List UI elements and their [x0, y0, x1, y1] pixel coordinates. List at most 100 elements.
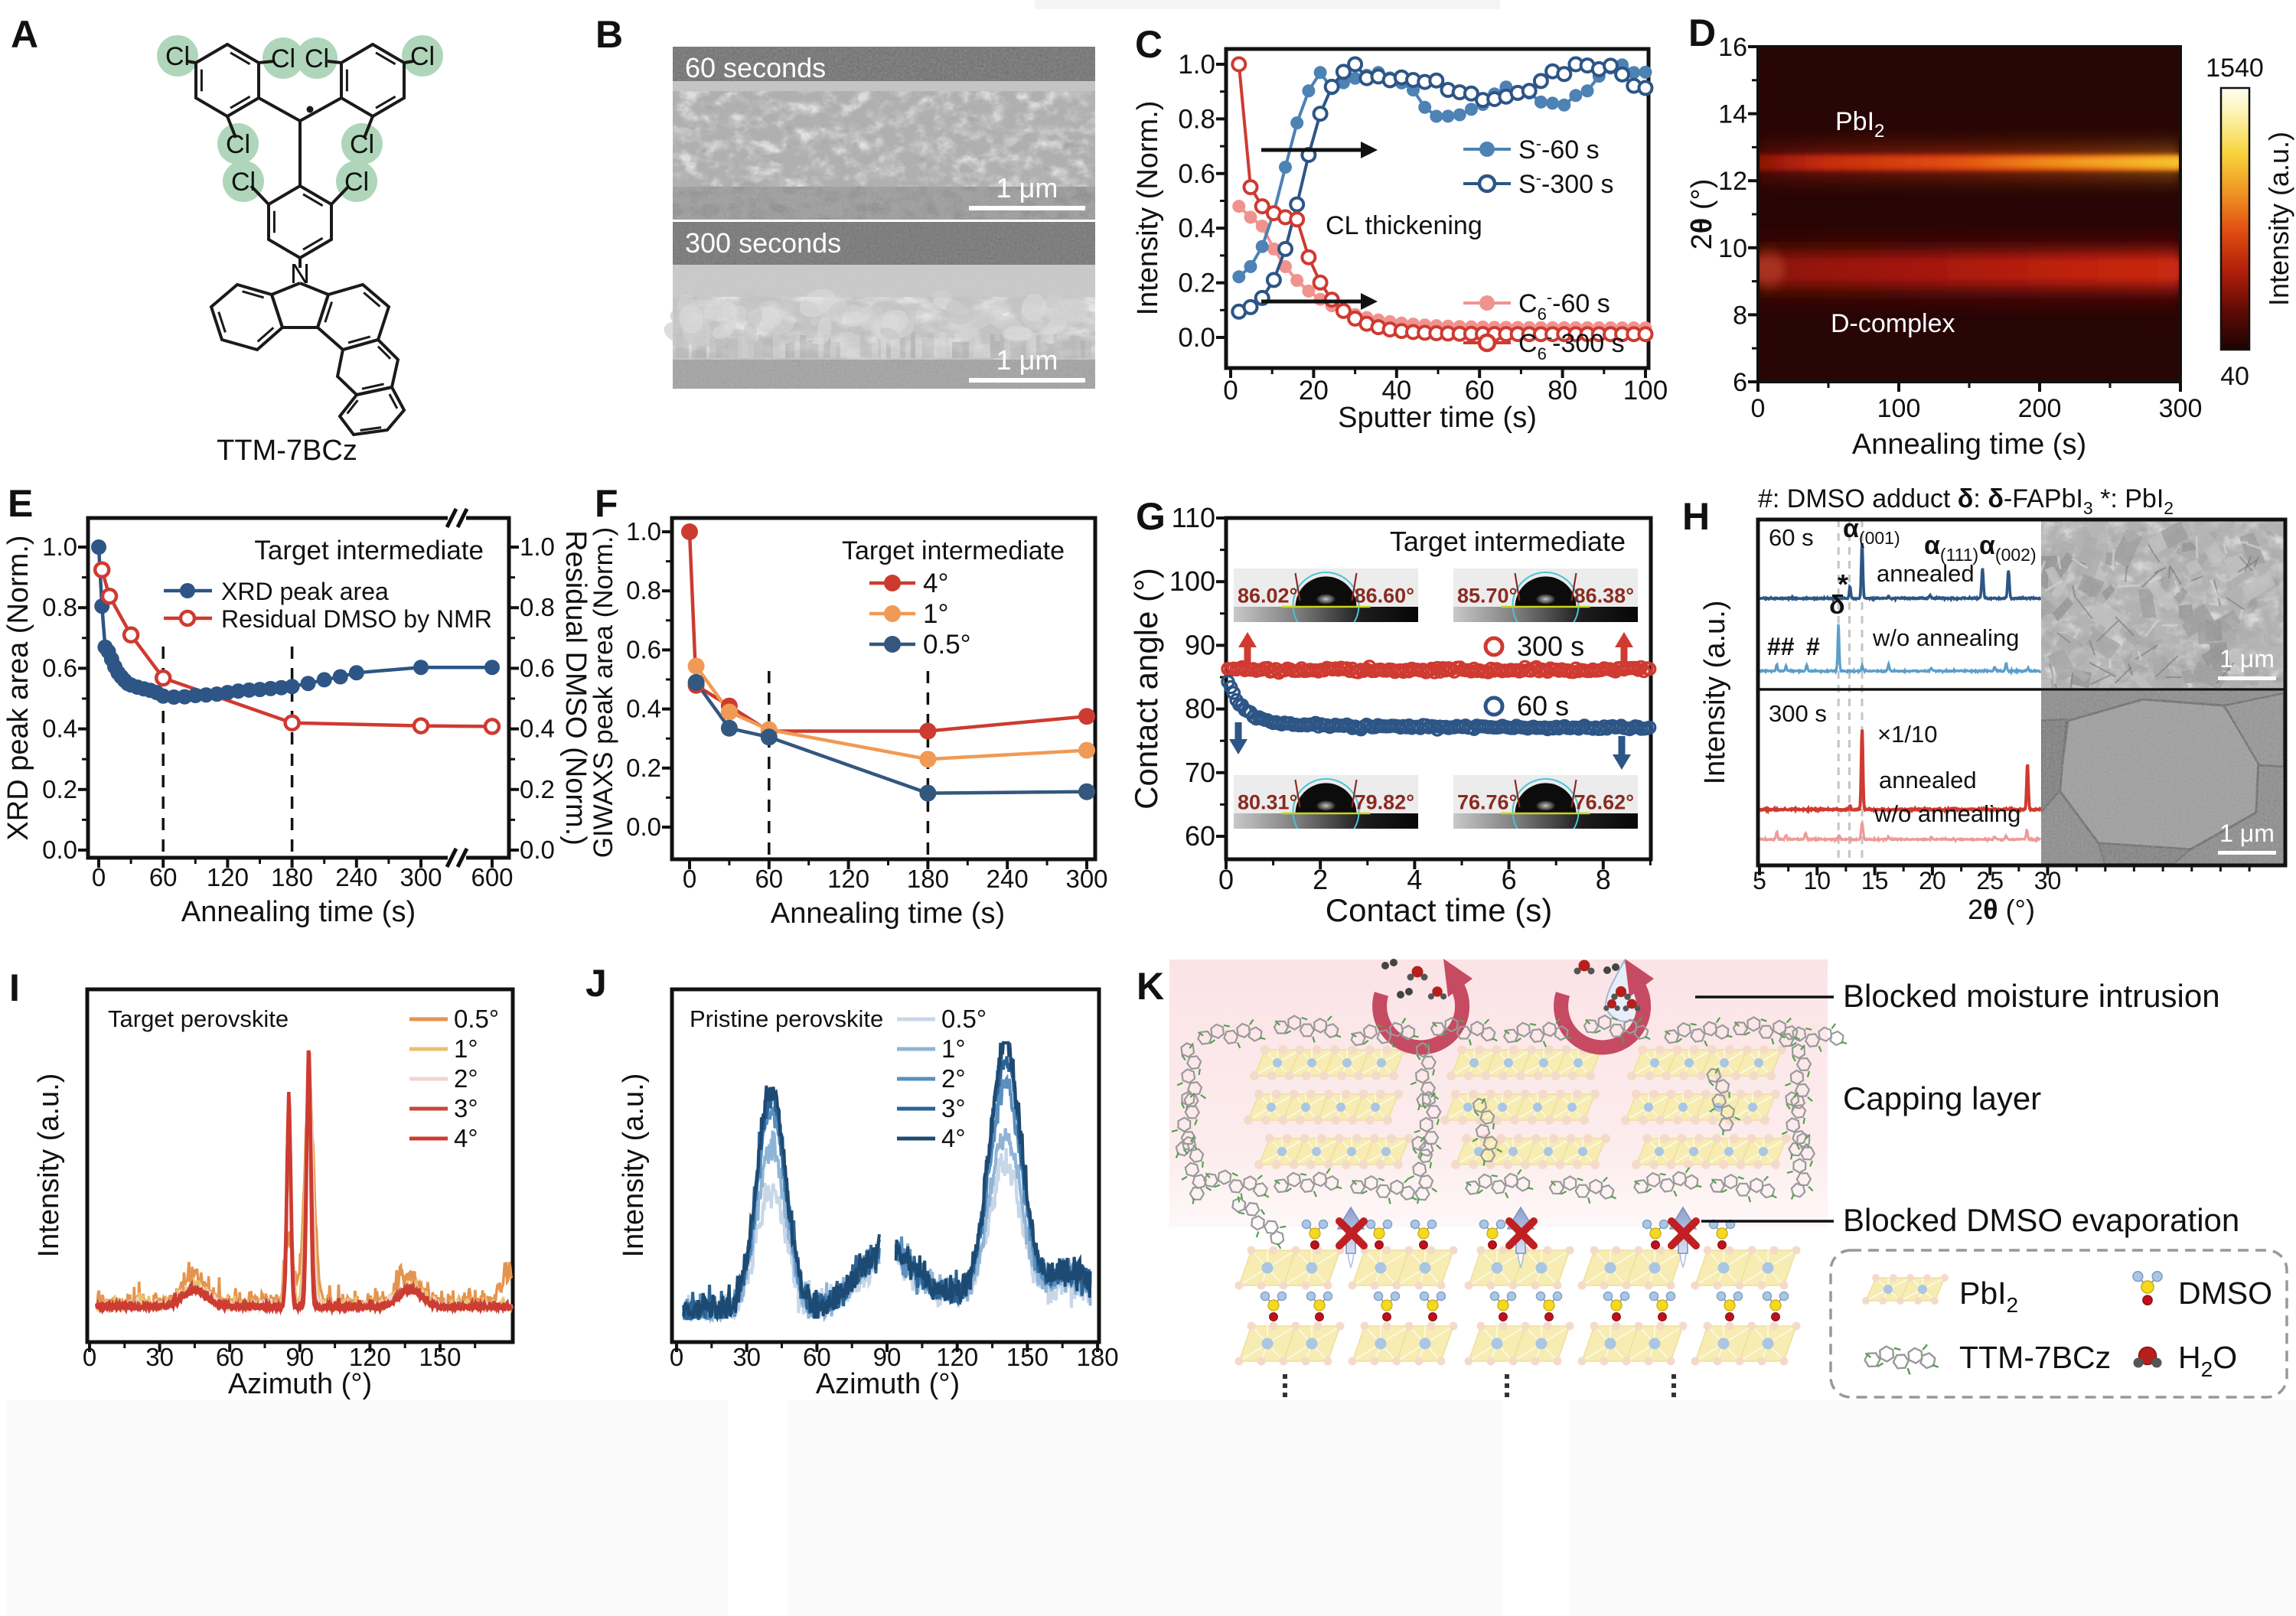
svg-text:4°: 4°	[923, 569, 948, 598]
svg-text:85.70°: 85.70°	[1457, 584, 1517, 607]
svg-text:TTM-7BCz: TTM-7BCz	[1959, 1340, 2111, 1375]
svg-text:0.4: 0.4	[42, 715, 77, 743]
svg-text:180: 180	[1077, 1343, 1119, 1371]
svg-text:0: 0	[1751, 394, 1766, 423]
svg-text:30: 30	[145, 1343, 174, 1371]
svg-text:0.6: 0.6	[626, 635, 661, 663]
svg-text:Residual DMSO (Norm.): Residual DMSO (Norm.)	[559, 530, 592, 845]
svg-text:1 μm: 1 μm	[2219, 819, 2275, 847]
svg-text:Cl: Cl	[305, 44, 329, 73]
svg-text:300 s: 300 s	[1517, 630, 1584, 662]
svg-text:4°: 4°	[941, 1124, 966, 1152]
svg-text:60: 60	[1185, 820, 1215, 852]
svg-text:2°: 2°	[454, 1064, 478, 1093]
svg-text:70: 70	[1185, 757, 1215, 788]
svg-text:Cl: Cl	[165, 42, 190, 71]
svg-text:120: 120	[349, 1343, 391, 1371]
svg-text:Cl: Cl	[231, 168, 256, 197]
svg-text:B: B	[595, 13, 623, 56]
svg-text:Cl: Cl	[226, 130, 250, 159]
svg-text:3°: 3°	[941, 1094, 966, 1122]
svg-text:*: *	[1838, 569, 1848, 600]
svg-text:240: 240	[987, 865, 1029, 893]
svg-text:Azimuth (°): Azimuth (°)	[228, 1368, 372, 1400]
svg-text:150: 150	[1006, 1343, 1049, 1371]
svg-text:60 s: 60 s	[1769, 524, 1814, 551]
svg-text:300 seconds: 300 seconds	[685, 227, 841, 259]
svg-text:240: 240	[335, 863, 377, 891]
svg-text:Target perovskite: Target perovskite	[108, 1005, 289, 1032]
svg-text:86.38°: 86.38°	[1574, 584, 1634, 607]
svg-text:δ: δ	[1829, 591, 1845, 620]
svg-text:300: 300	[2159, 394, 2203, 423]
svg-text:8: 8	[1596, 864, 1611, 895]
svg-text:J: J	[585, 962, 607, 1005]
svg-text:Intensity (a.u.): Intensity (a.u.)	[33, 1074, 65, 1258]
svg-text:S--300 s: S--300 s	[1518, 168, 1614, 199]
svg-text:2: 2	[1313, 864, 1328, 895]
svg-text:H: H	[1682, 495, 1710, 538]
svg-text:600: 600	[471, 863, 513, 891]
svg-text:0.8: 0.8	[42, 593, 77, 621]
svg-text:0: 0	[92, 863, 106, 891]
svg-text:80.31°: 80.31°	[1238, 790, 1297, 813]
svg-text:2θ (°): 2θ (°)	[1968, 894, 2035, 925]
svg-text:0: 0	[670, 1343, 683, 1371]
svg-text:0.0: 0.0	[520, 836, 555, 864]
svg-text:10: 10	[1718, 234, 1747, 263]
svg-text:0.6: 0.6	[42, 653, 77, 682]
svg-text:80: 80	[1185, 693, 1215, 725]
svg-text:G: G	[1136, 495, 1166, 538]
svg-text:10: 10	[1804, 867, 1831, 894]
svg-text:C6--300 s: C6--300 s	[1518, 327, 1625, 363]
svg-text:Annealing time (s): Annealing time (s)	[1852, 428, 2086, 461]
svg-text:D: D	[1688, 11, 1716, 54]
svg-text:Cl: Cl	[271, 44, 295, 73]
svg-text:16: 16	[1718, 33, 1747, 62]
svg-text:DMSO: DMSO	[2178, 1276, 2272, 1311]
svg-text:110: 110	[1172, 502, 1215, 533]
svg-text:Capping layer: Capping layer	[1843, 1080, 2041, 1116]
svg-text:Cl: Cl	[410, 42, 435, 71]
svg-text:α(002): α(002)	[1979, 531, 2037, 565]
svg-text:Cl: Cl	[350, 130, 374, 159]
svg-text:Intensity (Norm.): Intensity (Norm.)	[1132, 101, 1164, 316]
svg-text:6: 6	[1502, 864, 1517, 895]
svg-text:0.0: 0.0	[626, 813, 661, 841]
svg-text:86.02°: 86.02°	[1238, 584, 1297, 607]
svg-text:Intensity (a.u.): Intensity (a.u.)	[1699, 601, 1731, 785]
svg-text:S--60 s: S--60 s	[1518, 134, 1600, 165]
svg-text:1.0: 1.0	[42, 533, 77, 561]
svg-text:Target intermediate: Target intermediate	[1390, 526, 1626, 557]
svg-text:Residual DMSO by NMR: Residual DMSO by NMR	[221, 605, 492, 633]
svg-text:90: 90	[1185, 629, 1215, 660]
svg-text:1 μm: 1 μm	[2219, 645, 2275, 673]
svg-text:XRD peak area: XRD peak area	[221, 578, 389, 605]
svg-text:CL thickening: CL thickening	[1326, 211, 1482, 240]
svg-text:20: 20	[1299, 376, 1329, 406]
svg-text:0.4: 0.4	[1178, 213, 1215, 243]
svg-text:0: 0	[83, 1343, 96, 1371]
svg-text:Azimuth (°): Azimuth (°)	[816, 1368, 960, 1400]
svg-text:90: 90	[285, 1343, 314, 1371]
svg-text:15: 15	[1861, 867, 1889, 894]
svg-text:1.0: 1.0	[626, 517, 661, 546]
svg-text:0.2: 0.2	[626, 754, 661, 782]
svg-text:200: 200	[2018, 394, 2062, 423]
svg-text:A: A	[11, 13, 38, 56]
svg-text:60: 60	[1465, 376, 1495, 406]
svg-text:D-complex: D-complex	[1831, 309, 1955, 338]
svg-text:60 s: 60 s	[1517, 690, 1569, 722]
svg-text:60: 60	[803, 1343, 831, 1371]
svg-text:0: 0	[683, 865, 696, 893]
svg-text:4: 4	[1407, 864, 1422, 895]
svg-text:Contact angle (°): Contact angle (°)	[1128, 568, 1164, 810]
svg-text:0.8: 0.8	[520, 593, 555, 621]
svg-text:300: 300	[1065, 865, 1107, 893]
svg-text:79.82°: 79.82°	[1355, 790, 1414, 813]
svg-text:2°: 2°	[941, 1064, 966, 1093]
svg-text:1°: 1°	[454, 1034, 478, 1063]
svg-text:40: 40	[1381, 376, 1411, 406]
svg-text:×1/10: ×1/10	[1877, 721, 1937, 748]
svg-text:0.6: 0.6	[1178, 159, 1215, 189]
